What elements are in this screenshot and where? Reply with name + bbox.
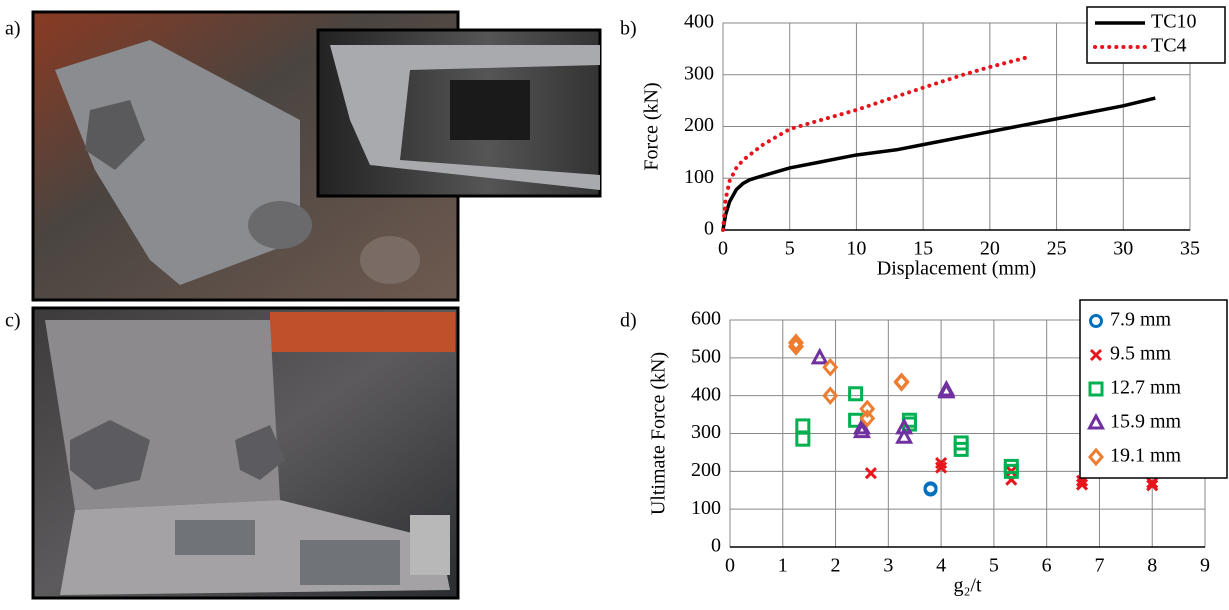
point [813, 351, 826, 363]
point [866, 468, 876, 478]
x-tick-label: 1 [778, 555, 788, 577]
legend-label: 7.9 mm [1110, 309, 1172, 331]
panel-label: a) [5, 18, 21, 40]
y-tick-label: 200 [684, 114, 714, 136]
x-tick-label: 35 [1180, 238, 1200, 260]
x-tick-label: 30 [1113, 238, 1133, 260]
x-tick-label: 4 [936, 555, 946, 577]
y-axis-title: Force (kN) [641, 82, 663, 170]
point [850, 388, 862, 400]
x-tick-label: 10 [846, 238, 866, 260]
x-tick-label: 5 [989, 555, 999, 577]
legend-label: 9.5 mm [1110, 343, 1172, 365]
legend-label: 19.1 mm [1110, 445, 1182, 467]
legend-label: TC4 [1151, 35, 1187, 57]
legend-label: 12.7 mm [1110, 377, 1182, 399]
x-tick-label: 3 [883, 555, 893, 577]
y-tick-label: 0 [704, 218, 714, 240]
y-tick-label: 500 [691, 345, 721, 367]
y-tick-label: 300 [684, 62, 714, 84]
y-tick-label: 300 [691, 421, 721, 443]
series-line [723, 57, 1030, 230]
figure: a) c) b)010020030040005101520253035Displ… [0, 0, 1229, 610]
y-tick-label: 200 [691, 459, 721, 481]
x-tick-label: 0 [718, 238, 728, 260]
y-tick-label: 400 [691, 383, 721, 405]
y-axis-title: Ultimate Force (kN) [648, 352, 670, 515]
point [797, 433, 809, 445]
y-tick-label: 100 [691, 497, 721, 519]
point [797, 420, 809, 432]
x-tick-label: 15 [913, 238, 933, 260]
x-tick-label: 8 [1147, 555, 1157, 577]
x-tick-label: 6 [1042, 555, 1052, 577]
series-line [723, 98, 1155, 230]
y-tick-label: 0 [711, 535, 721, 557]
photo-c [33, 308, 458, 598]
y-tick-label: 400 [684, 11, 714, 33]
x-tick-label: 20 [980, 238, 1000, 260]
x-tick-label: 0 [725, 555, 735, 577]
x-axis-title: g₂/t [953, 575, 982, 597]
x-tick-label: 5 [785, 238, 795, 260]
x-tick-label: 25 [1047, 238, 1067, 260]
y-tick-label: 100 [684, 166, 714, 188]
x-tick-label: 7 [1094, 555, 1104, 577]
panel-label: d) [620, 310, 637, 332]
x-tick-label: 9 [1200, 555, 1210, 577]
panel-label: b) [620, 18, 637, 40]
panel-label: c) [5, 310, 21, 332]
legend-label: 15.9 mm [1110, 411, 1182, 433]
legend-label: TC10 [1151, 11, 1197, 33]
x-tick-label: 2 [831, 555, 841, 577]
x-axis-title: Displacement (mm) [877, 258, 1036, 280]
y-tick-label: 600 [691, 308, 721, 330]
photo-a [33, 12, 600, 300]
